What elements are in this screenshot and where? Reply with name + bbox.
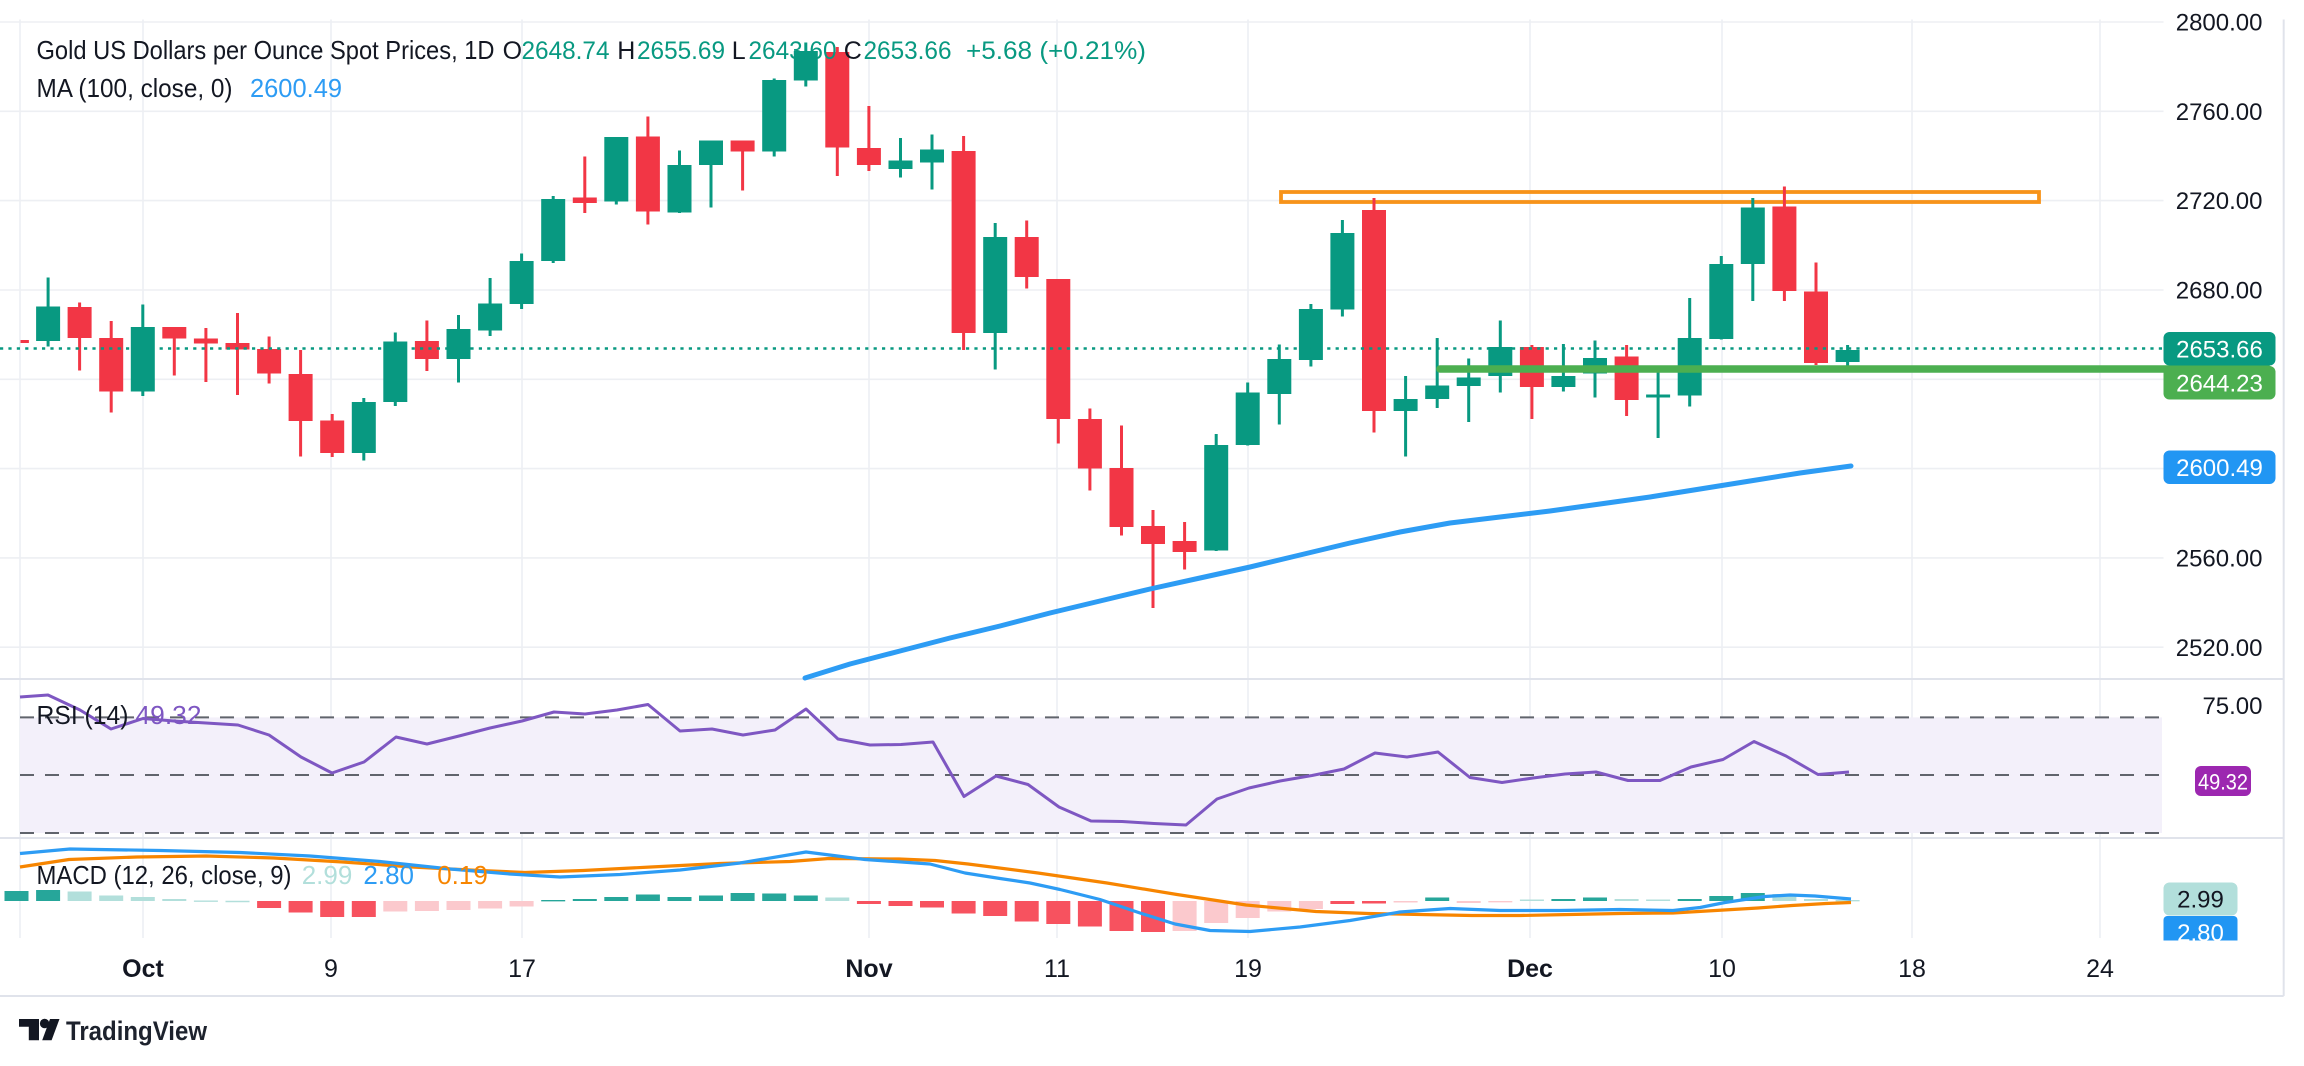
svg-text:0.19: 0.19 — [437, 860, 488, 890]
svg-text:2720.00: 2720.00 — [2176, 188, 2263, 215]
svg-text:2520.00: 2520.00 — [2176, 635, 2263, 662]
svg-text:L: L — [732, 37, 746, 65]
svg-text:2653.66: 2653.66 — [864, 37, 952, 65]
svg-text:2643.60: 2643.60 — [749, 37, 837, 65]
svg-text:10: 10 — [1708, 955, 1736, 983]
svg-text:19: 19 — [1234, 955, 1262, 983]
svg-text:2644.23: 2644.23 — [2176, 370, 2263, 397]
svg-text:2648.74: 2648.74 — [522, 37, 610, 65]
svg-text:2560.00: 2560.00 — [2176, 546, 2263, 573]
svg-text:24: 24 — [2086, 955, 2114, 983]
svg-text:Nov: Nov — [845, 955, 892, 983]
svg-text:Gold US Dollars per Ounce Spot: Gold US Dollars per Ounce Spot Prices, 1… — [37, 35, 495, 65]
svg-text:17: 17 — [508, 955, 536, 983]
svg-text:+5.68 (+0.21%): +5.68 (+0.21%) — [966, 37, 1146, 65]
svg-text:RSI (14): RSI (14) — [37, 700, 129, 730]
svg-text:MACD (12, 26, close, 9): MACD (12, 26, close, 9) — [37, 860, 292, 890]
svg-text:2800.00: 2800.00 — [2176, 10, 2263, 37]
svg-text:2680.00: 2680.00 — [2176, 278, 2263, 305]
svg-text:11: 11 — [1044, 955, 1070, 983]
svg-text:MA (100, close, 0): MA (100, close, 0) — [37, 73, 233, 103]
svg-text:Dec: Dec — [1507, 955, 1553, 983]
svg-text:2.99: 2.99 — [2177, 887, 2224, 914]
svg-text:18: 18 — [1898, 955, 1926, 983]
svg-text:49.32: 49.32 — [136, 700, 202, 730]
svg-text:H: H — [617, 37, 635, 65]
svg-text:49.32: 49.32 — [2198, 770, 2248, 795]
svg-text:2655.69: 2655.69 — [637, 37, 725, 65]
svg-text:2.99: 2.99 — [302, 860, 353, 890]
svg-text:C: C — [844, 37, 862, 65]
svg-text:2600.49: 2600.49 — [250, 73, 342, 103]
svg-text:2760.00: 2760.00 — [2176, 99, 2263, 126]
svg-text:O: O — [503, 37, 522, 65]
svg-text:TradingView: TradingView — [66, 1016, 208, 1046]
svg-text:75.00: 75.00 — [2202, 693, 2262, 720]
svg-text:2.80: 2.80 — [363, 860, 414, 890]
svg-text:2653.66: 2653.66 — [2176, 336, 2263, 363]
svg-text:9: 9 — [324, 955, 338, 983]
svg-text:2600.49: 2600.49 — [2176, 455, 2263, 482]
svg-text:Oct: Oct — [122, 955, 164, 983]
svg-text:2.80: 2.80 — [2177, 920, 2224, 947]
